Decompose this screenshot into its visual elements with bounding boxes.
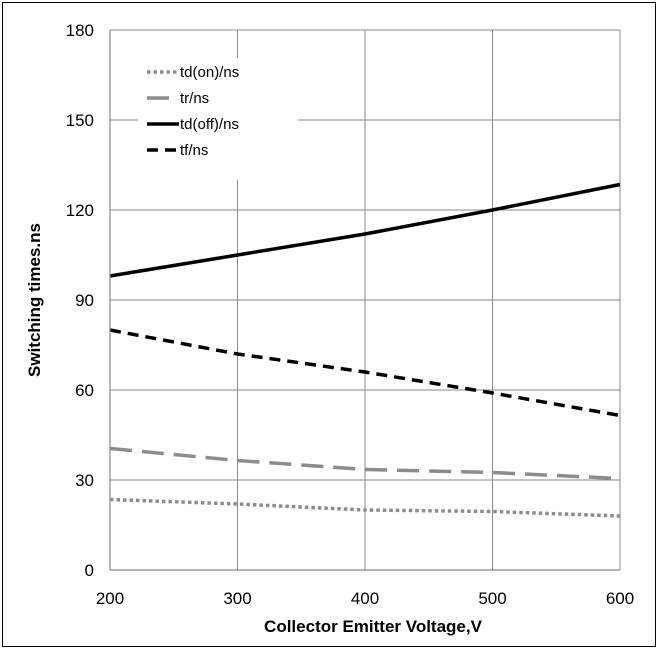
y-axis-title: Switching times.ns — [25, 223, 44, 377]
legend-label: tr/ns — [180, 90, 209, 107]
x-tick-label: 400 — [351, 589, 379, 608]
series-line-tf-ns — [109, 328, 621, 418]
x-tick-label: 600 — [606, 589, 634, 608]
y-tick-label: 60 — [75, 381, 94, 400]
series-lines — [109, 182, 621, 518]
y-tick-label: 150 — [66, 111, 94, 130]
x-tick-label: 300 — [223, 589, 251, 608]
legend: td(on)/ns tr/ns td(off)/ns tf/ns — [138, 58, 298, 180]
x-tick-label: 200 — [96, 589, 124, 608]
y-tick-label: 30 — [75, 471, 94, 490]
series-line-td-off-ns — [109, 182, 621, 278]
legend-background — [138, 58, 298, 180]
axes: 0 30 60 90 120 150 180 200 300 400 500 600 — [66, 21, 635, 608]
x-tick-label: 500 — [478, 589, 506, 608]
y-tick-label: 180 — [66, 21, 94, 40]
series-line-td-on-ns — [109, 497, 621, 518]
y-tick-label: 120 — [66, 201, 94, 220]
y-tick-label: 90 — [75, 291, 94, 310]
x-axis-title: Collector Emitter Voltage,V — [264, 617, 483, 636]
legend-label: tf/ns — [180, 142, 208, 159]
legend-label: td(on)/ns — [180, 64, 239, 81]
y-tick-label: 0 — [85, 561, 94, 580]
series-line-tr-ns — [109, 446, 621, 481]
legend-label: td(off)/ns — [180, 116, 239, 133]
